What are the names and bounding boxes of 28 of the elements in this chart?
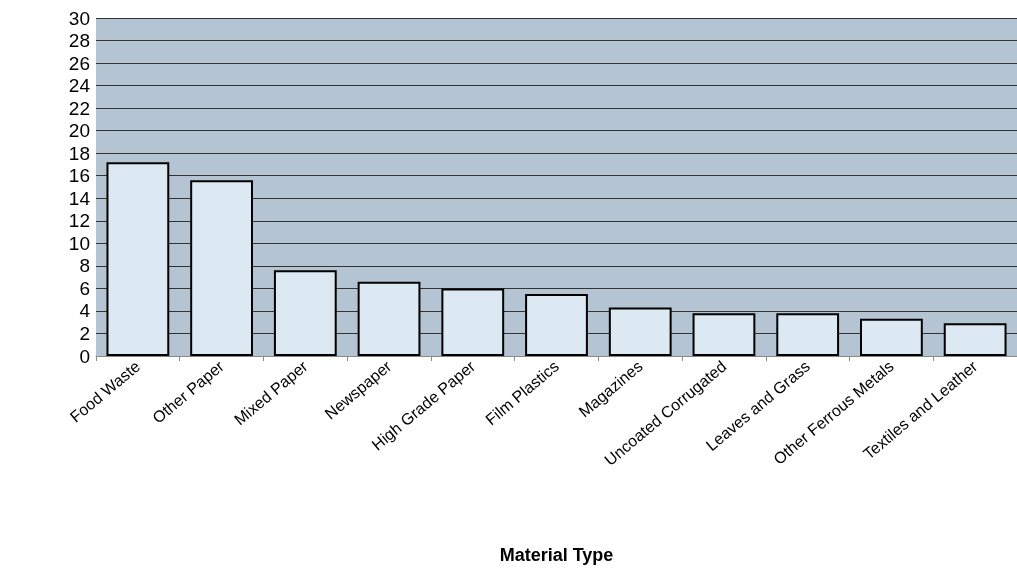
y-tick-label: 28 <box>68 30 90 52</box>
bar <box>860 318 923 356</box>
y-tick-label: 16 <box>68 165 90 187</box>
y-tick-label: 26 <box>68 52 90 74</box>
bar <box>190 180 253 356</box>
bar <box>273 270 337 356</box>
bar <box>943 323 1007 356</box>
bar <box>525 294 588 356</box>
y-tick-label: 30 <box>68 7 90 29</box>
y-tick-label: 12 <box>68 210 90 232</box>
y-tick-label: 0 <box>79 345 90 367</box>
bar <box>357 281 421 356</box>
y-tick-label: 2 <box>79 322 90 344</box>
y-tick-label: 4 <box>79 300 91 322</box>
y-tick-label: 20 <box>68 120 90 142</box>
y-tick-label: 24 <box>68 75 91 97</box>
bar <box>692 313 756 356</box>
bar <box>608 307 672 356</box>
x-axis-title: Material Type <box>499 545 614 565</box>
y-tick-label: 18 <box>68 142 90 164</box>
y-tick-label: 14 <box>68 187 91 209</box>
y-tick-label: 22 <box>68 97 90 119</box>
y-tick-label: 8 <box>79 255 90 277</box>
y-tick-label: 6 <box>79 277 90 299</box>
bar <box>776 313 840 356</box>
y-tick-label: 10 <box>68 232 90 254</box>
bar <box>106 162 170 356</box>
bar <box>441 288 505 356</box>
